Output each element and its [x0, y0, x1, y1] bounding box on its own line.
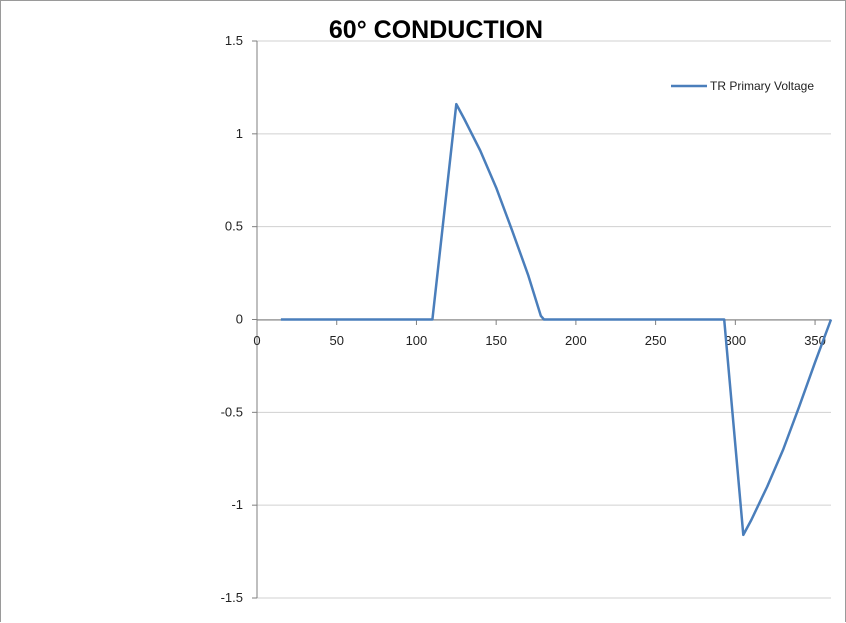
- series-line: [280, 102, 833, 537]
- x-tick-labels: 0 50 100 150 200 250 300 350: [253, 333, 826, 348]
- series-layer: [280, 102, 833, 537]
- y-tick-label: 0.5: [225, 219, 243, 234]
- y-tick-label: -1: [231, 497, 243, 512]
- legend: TR Primary Voltage: [671, 79, 814, 93]
- x-tick-label: 250: [645, 333, 667, 348]
- x-tick-label: 100: [406, 333, 428, 348]
- x-tick-label: 150: [485, 333, 507, 348]
- y-tick-label: 1: [236, 126, 243, 141]
- chart-title: 60° CONDUCTION: [329, 16, 543, 44]
- y-tick-label: -1.5: [221, 590, 243, 605]
- y-tick-label: 0: [236, 312, 243, 327]
- x-tick-label: 200: [565, 333, 587, 348]
- x-tick-label: 50: [329, 333, 343, 348]
- y-tick-labels: 1.5 1 0.5 0 -0.5 -1 -1.5: [221, 33, 243, 605]
- y-tick-label: 1.5: [225, 33, 243, 48]
- x-tick-label: 0: [253, 333, 260, 348]
- legend-label: TR Primary Voltage: [710, 79, 814, 93]
- x-tick-label: 300: [724, 333, 746, 348]
- y-tick-label: -0.5: [221, 404, 243, 419]
